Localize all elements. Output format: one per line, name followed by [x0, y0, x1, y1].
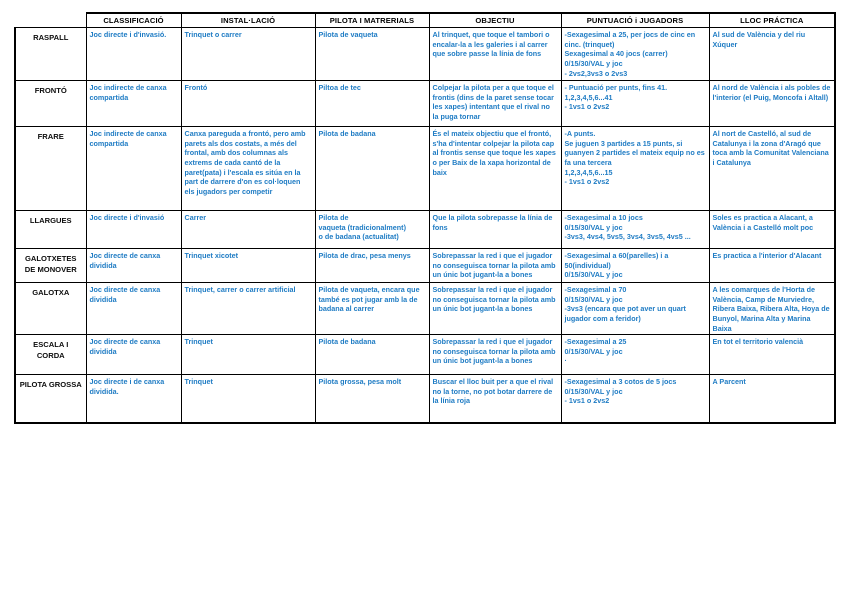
header-lloc-practica: LLOC PRÁCTICA — [708, 12, 836, 28]
cell-pilota: Piltoa de tec — [314, 80, 430, 127]
cell-puntuacio: -A punts. Se juguen 3 partides a 15 punt… — [560, 126, 710, 211]
cell-classificacio: Joc indirecte de canxa compartida — [85, 80, 182, 127]
cell-lloc: A Parcent — [708, 374, 836, 424]
row-name: FRONTÓ — [14, 80, 87, 127]
cell-puntuacio: -Sexagesimal a 25, per jocs de cinc en c… — [560, 27, 710, 81]
cell-puntuacio: -Sexagesimal a 25 0/15/30/VAL y joc · — [560, 334, 710, 376]
row-name: GALOTXETES DE MONOVER — [14, 248, 87, 283]
cell-classificacio: Joc directe de canxa dividida — [85, 281, 182, 336]
cell-objectiu: Buscar el lloc buit per a que el rival n… — [428, 374, 562, 424]
header-pilota-materials: PILOTA I MATRERIALS — [314, 12, 430, 28]
header-objectiu: OBJECTIU — [428, 12, 562, 28]
header-corner-empty — [15, 13, 87, 28]
row-name: LLARGUES — [14, 210, 87, 249]
cell-installacio: Trinquet o carrer — [180, 27, 316, 81]
cell-pilota: Pilota de badana — [314, 334, 430, 376]
cell-objectiu: Colpejar la pilota per a que toque el fr… — [428, 80, 562, 127]
cell-installacio: Trinquet, carrer o carrer artificial — [180, 281, 316, 336]
cell-puntuacio: -Sexagesimal a 10 jocs 0/15/30/VAL y joc… — [560, 210, 710, 249]
row-name: FRARE — [14, 126, 87, 211]
cell-pilota: Pilota grossa, pesa molt — [314, 374, 430, 424]
cell-objectiu: Sobrepassar la red i que el jugador no c… — [428, 248, 562, 283]
table-row-raspall: RASPALL Joc directe i d'invasió. Trinque… — [14, 27, 836, 81]
cell-objectiu: Sobrepassar la red i que el jugador no c… — [428, 334, 562, 376]
header-puntuacio-jugadors: PUNTUACIÓ i JUGADORS — [560, 12, 710, 28]
header-installacio: INSTAL·LACIÓ — [180, 12, 316, 28]
table-row-galotxetes: GALOTXETES DE MONOVER Joc directe de can… — [14, 248, 836, 283]
cell-puntuacio: -Sexagesimal a 3 cotos de 5 jocs 0/15/30… — [560, 374, 710, 424]
cell-lloc: A les comarques de l'Horta de València, … — [708, 281, 836, 336]
cell-lloc: Soles es practica a Alacant, a València … — [708, 210, 836, 249]
table-row-frare: FRARE Joc indirecte de canxa compartida … — [14, 126, 836, 211]
cell-lloc: Al nord de València i als pobles de l'in… — [708, 80, 836, 127]
cell-objectiu: Sobrepassar la red i que el jugador no c… — [428, 281, 562, 336]
cell-installacio: Canxa pareguda a frontó, pero amb parets… — [180, 126, 316, 211]
cell-lloc: Al sud de València y del riu Xúquer — [708, 27, 836, 81]
pilota-variants-table: CLASSIFICACIÓ INSTAL·LACIÓ PILOTA I MATR… — [14, 12, 836, 424]
cell-lloc: En tot el territorio valencià — [708, 334, 836, 376]
header-row: CLASSIFICACIÓ INSTAL·LACIÓ PILOTA I MATR… — [15, 12, 836, 28]
cell-pilota: Pilota de vaqueta — [314, 27, 430, 81]
cell-puntuacio: -Sexagesimal a 60(parelles) i a 50(indiv… — [560, 248, 710, 283]
cell-pilota: Pilota de vaqueta, encara que també es p… — [314, 281, 430, 336]
cell-classificacio: Joc directe de canxa dividida — [85, 248, 182, 283]
table-row-galotxa: GALOTXA Joc directe de canxa dividida Tr… — [14, 281, 836, 336]
table-row-fronto: FRONTÓ Joc indirecte de canxa compartida… — [14, 80, 836, 127]
row-name: PILOTA GROSSA — [14, 374, 87, 424]
cell-objectiu: Que la pilota sobrepasse la línia de fon… — [428, 210, 562, 249]
cell-puntuacio: - Puntuació per punts, fins 41. 1,2,3,4,… — [560, 80, 710, 127]
cell-pilota: Pilota de badana — [314, 126, 430, 211]
cell-classificacio: Joc directe i d'invasió. — [85, 27, 182, 81]
cell-classificacio: Joc directe i d'invasió — [85, 210, 182, 249]
row-name: ESCALA I CORDA — [14, 334, 87, 376]
cell-pilota: Pilota de drac, pesa menys — [314, 248, 430, 283]
cell-objectiu: És el mateix objectiu que el frontó, s'h… — [428, 126, 562, 211]
cell-installacio: Trinquet xicotet — [180, 248, 316, 283]
table-row-escala-i-corda: ESCALA I CORDA Joc directe de canxa divi… — [14, 334, 836, 376]
cell-puntuacio: -Sexagesimal a 70 0/15/30/VAL y joc -3vs… — [560, 281, 710, 336]
cell-classificacio: Joc directe i de canxa dividida. — [85, 374, 182, 424]
header-classificacio: CLASSIFICACIÓ — [85, 12, 182, 28]
row-name: RASPALL — [14, 27, 87, 81]
cell-installacio: Trinquet — [180, 374, 316, 424]
cell-objectiu: Al trinquet, que toque el tambori o enca… — [428, 27, 562, 81]
cell-installacio: Trinquet — [180, 334, 316, 376]
table-row-llargues: LLARGUES Joc directe i d'invasió Carrer … — [14, 210, 836, 249]
cell-installacio: Frontó — [180, 80, 316, 127]
cell-pilota: Pilota de vaqueta (tradicionalment) o de… — [314, 210, 430, 249]
cell-classificacio: Joc indirecte de canxa compartida — [85, 126, 182, 211]
cell-lloc: Al nort de Castelló, al sud de Catalunya… — [708, 126, 836, 211]
cell-classificacio: Joc directe de canxa dividida — [85, 334, 182, 376]
cell-lloc: Es practica a l'interior d'Alacant — [708, 248, 836, 283]
row-name: GALOTXA — [14, 281, 87, 336]
cell-installacio: Carrer — [180, 210, 316, 249]
table-row-pilota-grossa: PILOTA GROSSA Joc directe i de canxa div… — [14, 374, 836, 424]
